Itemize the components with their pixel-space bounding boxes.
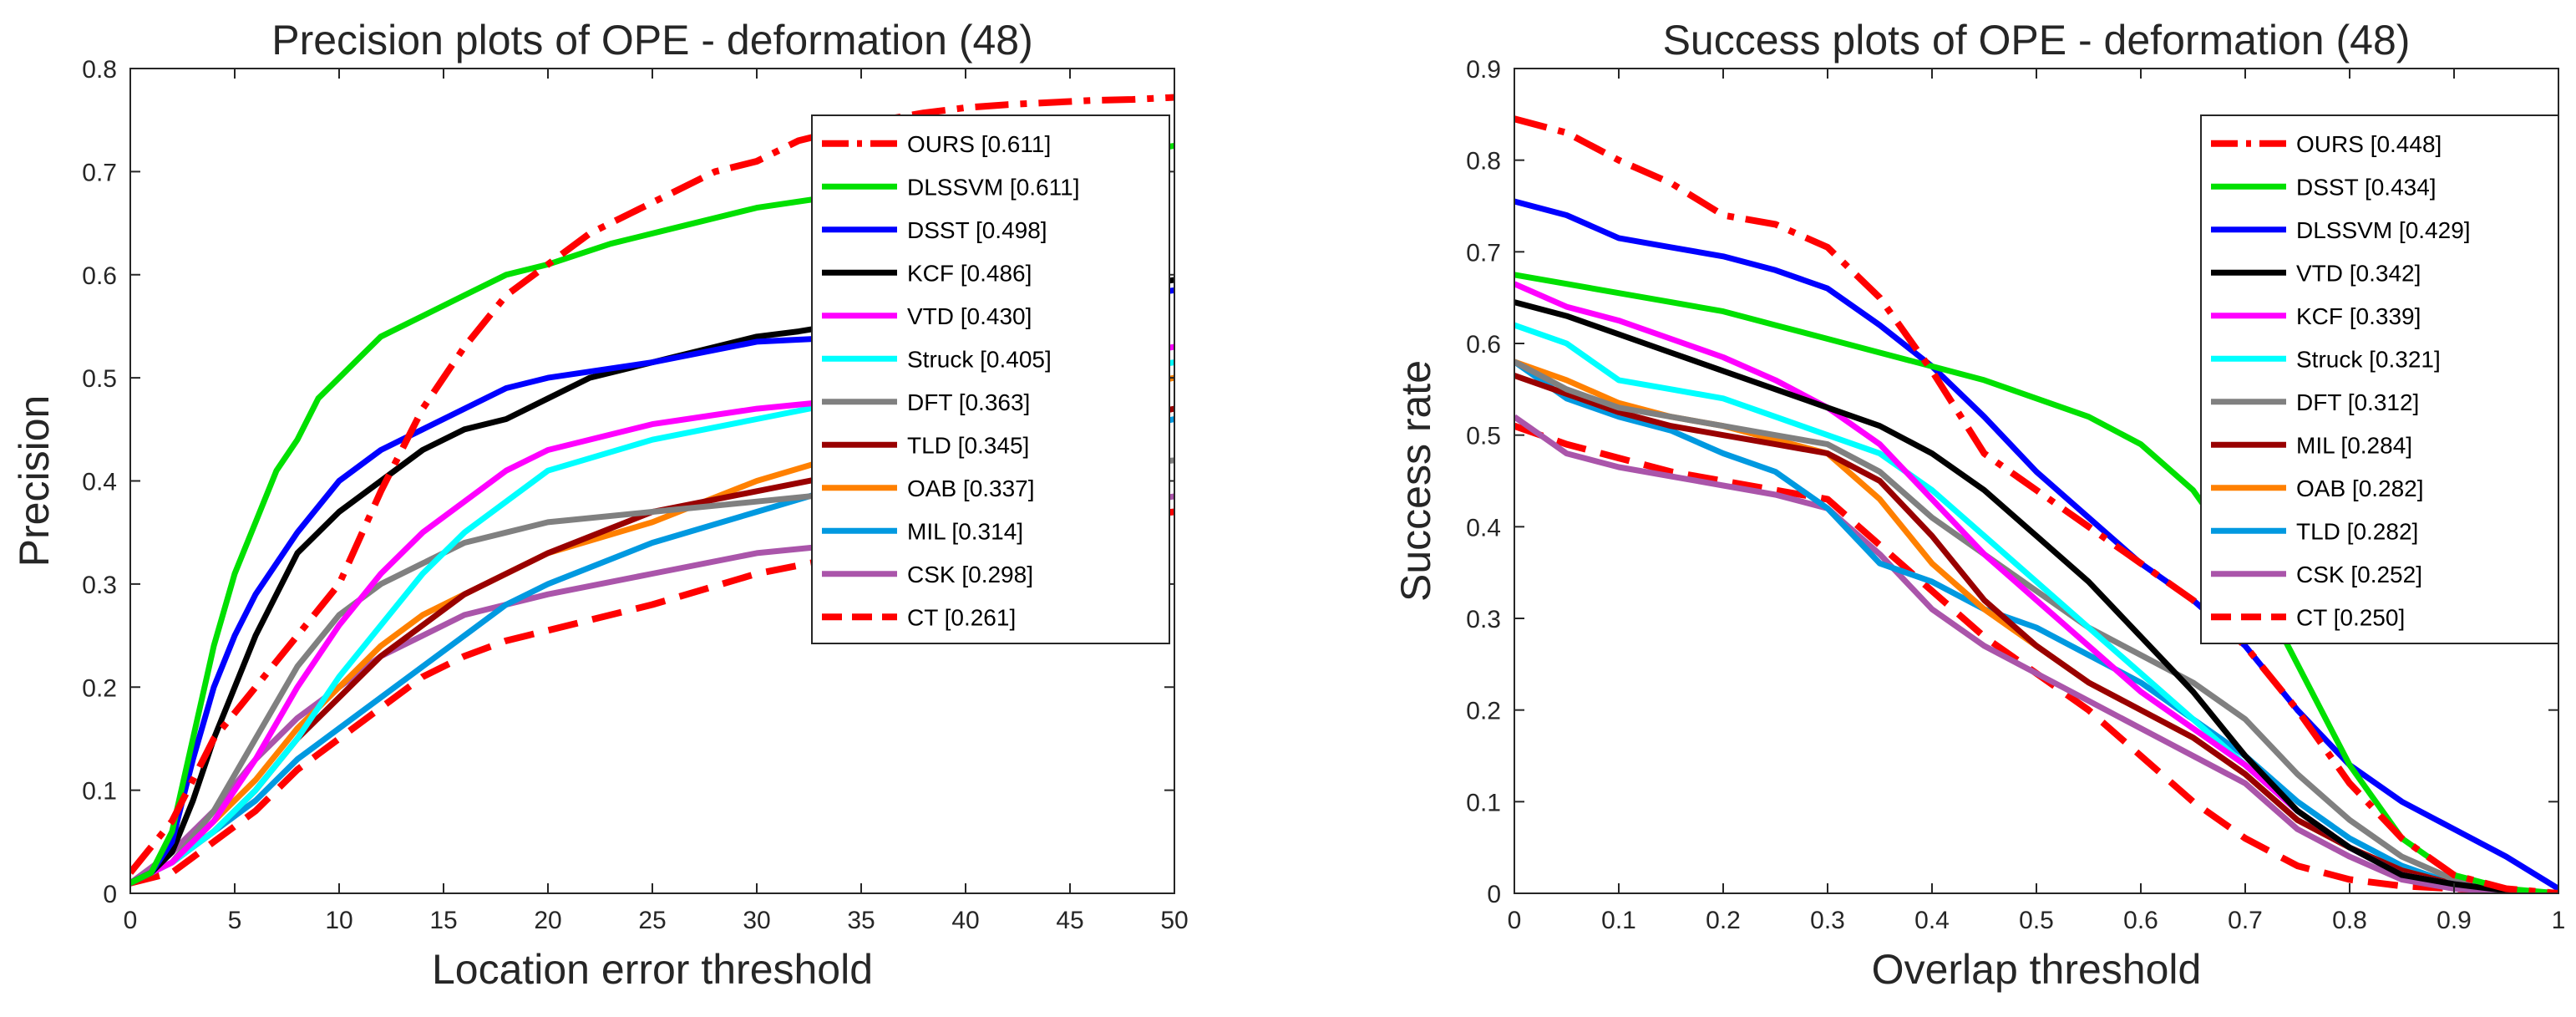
- legend-label-tld: TLD [0.345]: [907, 432, 1029, 458]
- series-line-ours: [130, 94, 1174, 875]
- x-tick-label: 0.4: [1914, 907, 1950, 934]
- series-line-ct: [130, 508, 1174, 887]
- y-tick-label: 0.4: [82, 469, 117, 496]
- x-tick-label: 0.8: [2332, 907, 2367, 934]
- x-tick-label: 45: [1056, 907, 1083, 934]
- y-tick-label: 0.9: [1466, 56, 1501, 84]
- chart-title: Precision plots of OPE - deformation (48…: [271, 17, 1033, 64]
- y-tick-label: 0.7: [82, 159, 117, 186]
- y-tick-label: 0: [103, 881, 117, 908]
- series-line-ours: [1514, 115, 2558, 893]
- legend-box: [811, 114, 1170, 644]
- x-tick-label: 5: [228, 907, 242, 934]
- x-tick-label: 10: [325, 907, 352, 934]
- y-tick-label: 0.6: [1466, 331, 1501, 358]
- legend-label-csk: CSK [0.252]: [2296, 562, 2422, 587]
- y-tick-label: 0.5: [82, 365, 117, 393]
- x-tick-label: 40: [951, 907, 979, 934]
- legend-label-ours: OURS [0.611]: [907, 131, 1051, 157]
- x-tick-label: 0.2: [1706, 907, 1741, 934]
- y-tick-label: 0.6: [82, 262, 117, 290]
- chart-title: Success plots of OPE - deformation (48): [1663, 17, 2411, 64]
- series-line-csk: [1514, 414, 2558, 893]
- x-tick-label: 35: [847, 907, 875, 934]
- legend: OURS [0.611] DLSSVM [0.611] DSST [0.498] KC…: [811, 114, 1170, 644]
- y-tick-label: 0: [1487, 881, 1501, 908]
- series-lines: [1514, 115, 2558, 893]
- y-axis-label: Precision: [11, 395, 58, 567]
- y-tick-label: 0.2: [1466, 698, 1501, 725]
- y-axis-label: Success rate: [1392, 360, 1439, 602]
- legend-label-oab: OAB [0.337]: [907, 475, 1035, 501]
- legend-label-kcf: KCF [0.339]: [2296, 303, 2421, 329]
- legend-label-vtd: VTD [0.430]: [907, 303, 1032, 329]
- legend: OURS [0.448] DSST [0.434] DLSSVM [0.429] VT…: [2200, 114, 2559, 644]
- x-tick-label: 0.3: [1810, 907, 1845, 934]
- x-axis-label: Location error threshold: [432, 946, 873, 993]
- x-tick-label: 0.1: [1601, 907, 1636, 934]
- y-tick-label: 0.1: [1466, 789, 1501, 816]
- series-line-dlssvm: [1514, 198, 2558, 892]
- series-line-tld: [1514, 359, 2558, 893]
- legend-label-oab: OAB [0.282]: [2296, 475, 2424, 501]
- x-tick-label: 0.9: [2437, 907, 2472, 934]
- legend-label-kcf: KCF [0.486]: [907, 260, 1032, 286]
- legend-label-dlssvm: DLSSVM [0.611]: [907, 174, 1079, 200]
- y-tick-label: 0.3: [1466, 606, 1501, 633]
- x-tick-label: 20: [534, 907, 561, 934]
- x-tick-label: 50: [1160, 907, 1188, 934]
- y-tick-label: 0.1: [82, 778, 117, 806]
- x-tick-label: 0.6: [2123, 907, 2158, 934]
- legend-label-mil: MIL [0.314]: [907, 518, 1023, 544]
- legend-label-dft: DFT [0.312]: [2296, 389, 2419, 415]
- x-tick-label: 30: [743, 907, 770, 934]
- legend-label-dft: DFT [0.363]: [907, 389, 1030, 415]
- x-tick-label: 25: [638, 907, 666, 934]
- y-tick-label: 0.8: [1466, 148, 1501, 175]
- x-tick-label: 0.5: [2019, 907, 2054, 934]
- legend-label-vtd: VTD [0.342]: [2296, 260, 2421, 286]
- x-tick-label: 0: [1508, 907, 1522, 934]
- x-tick-label: 0.7: [2228, 907, 2263, 934]
- legend-label-ct: CT [0.250]: [2296, 604, 2405, 630]
- legend-box: [2200, 114, 2559, 644]
- y-tick-label: 0.5: [1466, 423, 1501, 450]
- y-tick-label: 0.3: [82, 572, 117, 599]
- y-tick-label: 0.7: [1466, 239, 1501, 267]
- legend-label-dsst: DSST [0.498]: [907, 217, 1047, 243]
- legend-label-dlssvm: DLSSVM [0.429]: [2296, 217, 2471, 243]
- series-line-dft: [1514, 358, 2558, 893]
- x-axis-label: Overlap threshold: [1872, 946, 2202, 993]
- legend-label-ct: CT [0.261]: [907, 604, 1016, 630]
- x-tick-label: 1: [2552, 907, 2566, 934]
- legend-label-struck: Struck [0.405]: [907, 346, 1052, 372]
- legend-label-mil: MIL [0.284]: [2296, 432, 2412, 458]
- series-line-dlssvm: [130, 143, 1174, 886]
- success-plot-panel: 0 0.1 0.2 0.3 0.4 0.5 0.6 0.7 0.8 0.9 1 0 0.1 0.2 0.3 0…: [1392, 17, 2565, 993]
- y-tick-label: 0.8: [82, 56, 117, 84]
- y-tick-label: 0.4: [1466, 514, 1501, 542]
- x-tick-label: 15: [429, 907, 457, 934]
- series-line-dsst: [1514, 272, 2558, 893]
- series-line-vtd: [1514, 299, 2558, 893]
- legend-label-csk: CSK [0.298]: [907, 562, 1033, 587]
- legend-label-tld: TLD [0.282]: [2296, 518, 2418, 544]
- y-tick-label: 0.2: [82, 674, 117, 702]
- precision-plot-panel: 0 5 10 15 20 25 30 35 40 45 50 0 0.1 0.2 0.3 0.4 0.5 0.6 0…: [11, 17, 1189, 993]
- legend-label-dsst: DSST [0.434]: [2296, 174, 2437, 200]
- x-tick-label: 0: [124, 907, 138, 934]
- legend-label-ours: OURS [0.448]: [2296, 131, 2442, 157]
- legend-label-struck: Struck [0.321]: [2296, 346, 2441, 372]
